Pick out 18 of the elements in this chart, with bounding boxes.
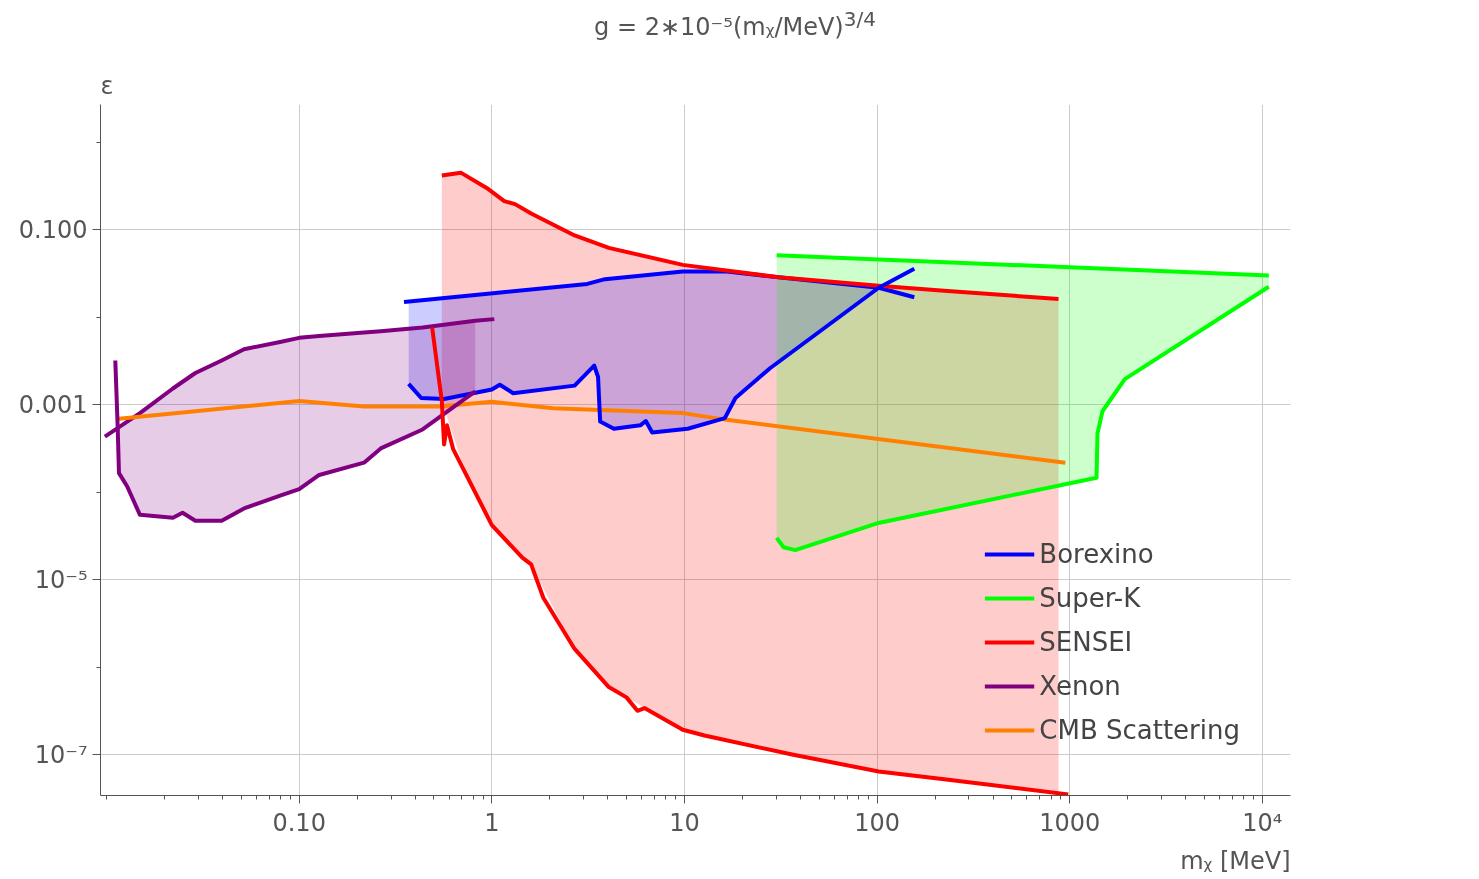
y-axis-title: ε [100, 71, 114, 100]
x-tick-label: 10⁴ [1242, 808, 1283, 837]
y-tick-label: 0.100 [18, 215, 88, 244]
y-tick-label: 10⁻⁷ [34, 740, 88, 769]
x-tick-label: 1 [484, 808, 500, 837]
x-tick-label: 0.10 [272, 808, 326, 837]
legend-label: Xenon [1039, 671, 1121, 701]
legend-label: Borexino [1039, 539, 1154, 569]
chart-title: g = 2∗10⁻⁵(mᵪ/MeV)$^{3/4}$ [593, 6, 877, 43]
y-tick-label: 0.001 [18, 390, 88, 419]
x-axis-title: mᵪ [MeV] [1180, 846, 1291, 875]
y-tick-label: 10⁻⁵ [34, 565, 88, 594]
x-tick-label: 1000 [1039, 808, 1101, 837]
x-tick-label: 10 [669, 808, 700, 837]
x-tick-label: 100 [854, 808, 900, 837]
legend-label: SENSEI [1039, 627, 1133, 657]
legend-label: Super-K [1039, 583, 1141, 613]
legend-label: CMB Scattering [1039, 715, 1240, 745]
